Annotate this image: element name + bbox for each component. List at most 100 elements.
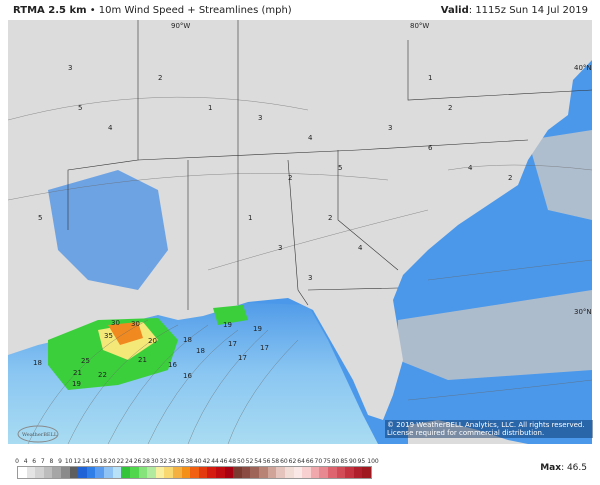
colorbar-tick-label: 48 xyxy=(228,458,237,465)
atlantic-band xyxy=(398,290,592,380)
colorbar-swatch xyxy=(26,467,36,478)
wind-speed-label: 3 xyxy=(388,124,392,132)
wind-speed-label: 2 xyxy=(288,174,292,182)
wind-speed-label: 19 xyxy=(223,321,232,329)
wind-speed-label: 5 xyxy=(38,214,42,222)
wind-speed-label: 22 xyxy=(98,371,107,379)
max-label: Max xyxy=(540,463,562,473)
colorbar-swatch xyxy=(327,467,337,478)
wind-speed-label: 16 xyxy=(168,361,177,369)
colorbar-swatch xyxy=(147,467,156,478)
colorbar-tick-label: 0 xyxy=(15,458,19,465)
wind-speed-label: 30 xyxy=(131,320,140,328)
colorbar-tick-label: 38 xyxy=(185,458,194,465)
colorbar-tick-label: 18 xyxy=(99,458,107,465)
colorbar-tick-label: 58 xyxy=(271,458,280,465)
wind-speed-label: 35 xyxy=(104,332,113,340)
colorbar-tick-label: 16 xyxy=(90,458,99,465)
grid-label-30n: 30°N xyxy=(574,308,592,316)
wind-patch-green-east xyxy=(213,305,248,325)
colorbar-tick-label: 28 xyxy=(142,458,150,465)
colorbar-tick-label: 60 xyxy=(280,458,288,465)
valid-time: Valid: 1115z Sun 14 Jul 2019 xyxy=(441,5,588,16)
colorbar-swatch xyxy=(345,467,354,478)
colorbar-swatch xyxy=(35,467,44,478)
colorbar-tick-label: 32 xyxy=(159,458,168,465)
wind-speed-label: 17 xyxy=(238,354,247,362)
colorbar-swatch xyxy=(302,467,311,478)
colorbar-swatch xyxy=(207,467,217,478)
colorbar-swatch xyxy=(319,467,328,478)
colorbar-tick-label: 40 xyxy=(193,458,202,465)
wind-speed-label: 25 xyxy=(81,357,90,365)
colorbar-tick-label: 80 xyxy=(331,458,340,465)
colorbar-swatch xyxy=(104,467,113,478)
logo-text: WeatherBELL xyxy=(22,432,58,438)
wind-speed-label: 4 xyxy=(108,124,113,132)
wind-speed-label: 2 xyxy=(328,214,332,222)
colorbar-swatch xyxy=(181,467,191,478)
colorbar-swatch xyxy=(52,467,62,478)
wind-speed-label: 1 xyxy=(428,74,432,82)
colorbar-tick-label: 56 xyxy=(262,458,271,465)
product-name: 10m Wind Speed + Streamlines (mph) xyxy=(98,5,292,16)
wind-speed-label: 18 xyxy=(183,336,192,344)
colorbar-swatch xyxy=(284,467,294,478)
colorbar-swatch xyxy=(216,467,225,478)
colorbar-tick-label: 66 xyxy=(305,458,314,465)
colorbar-tick-label: 54 xyxy=(254,458,262,465)
colorbar-labels: 0 4 6 7 8 9 10 12 14 16 18 20 22 24 26 28 30 32 34 36 38 40 42… xyxy=(13,458,413,467)
wind-speed-label: 21 xyxy=(138,356,147,364)
colorbar-swatch xyxy=(129,467,139,478)
colorbar-swatch xyxy=(250,467,260,478)
wind-speed-label: 4 xyxy=(468,164,473,172)
wind-speed-label: 1 xyxy=(248,214,252,222)
colorbar-tick-label: 62 xyxy=(288,458,297,465)
copyright: © 2019 WeatherBELL Analytics, LLC. All r… xyxy=(385,420,593,438)
colorbar-tick-label: 70 xyxy=(314,458,323,465)
colorbar-tick-label: 9 xyxy=(58,458,62,465)
colorbar-tick-label: 4 xyxy=(23,458,28,465)
wind-speed-label: 3 xyxy=(68,64,72,72)
colorbar-tick-label: 26 xyxy=(133,458,142,465)
wind-speed-label: 19 xyxy=(253,325,262,333)
us-land xyxy=(8,20,592,420)
wind-speed-label: 17 xyxy=(228,340,237,348)
wind-speed-label: 2 xyxy=(158,74,162,82)
colorbar-tick-label: 10 xyxy=(64,458,73,465)
colorbar-tick-label: 30 xyxy=(150,458,159,465)
wind-speed-label: 18 xyxy=(33,359,42,367)
colorbar-swatch xyxy=(78,467,87,478)
colorbar-swatch xyxy=(121,467,130,478)
colorbar-tick-label: 85 xyxy=(340,458,348,465)
colorbar-tick-label: 36 xyxy=(176,458,185,465)
grid-label-80w: 80°W xyxy=(410,22,429,30)
wind-speed-label: 2 xyxy=(448,104,452,112)
wind-patch-blue-west xyxy=(48,170,168,290)
wind-speed-label: 16 xyxy=(183,372,192,380)
wind-speed-label: 30 xyxy=(111,319,120,327)
colorbar-swatch xyxy=(95,467,105,478)
colorbar-tick-label: 7 xyxy=(40,458,45,465)
wind-speed-label: 2 xyxy=(508,174,512,182)
colorbar-swatch xyxy=(233,467,242,478)
colorbar-tick-label: 22 xyxy=(116,458,125,465)
wind-speed-label: 20 xyxy=(148,337,157,345)
colorbar-swatch xyxy=(310,467,320,478)
colorbar-tick-label: 100 xyxy=(367,458,379,465)
colorbar-tick-label: 14 xyxy=(82,458,90,465)
colorbar-swatch xyxy=(224,467,234,478)
wind-speed-label: 17 xyxy=(260,344,269,352)
colorbar-swatch xyxy=(112,467,122,478)
wind-speed-label: 18 xyxy=(196,347,205,355)
streamlines xyxy=(8,96,592,444)
colorbar-swatch xyxy=(259,467,268,478)
valid-value: : 1115z Sun 14 Jul 2019 xyxy=(468,5,588,16)
colorbar-swatch xyxy=(86,467,96,478)
colorbar-swatch xyxy=(43,467,53,478)
colorbar-tick-label: 75 xyxy=(323,458,331,465)
colorbar-tick-label: 12 xyxy=(73,458,82,465)
colorbar-swatch xyxy=(362,467,371,478)
